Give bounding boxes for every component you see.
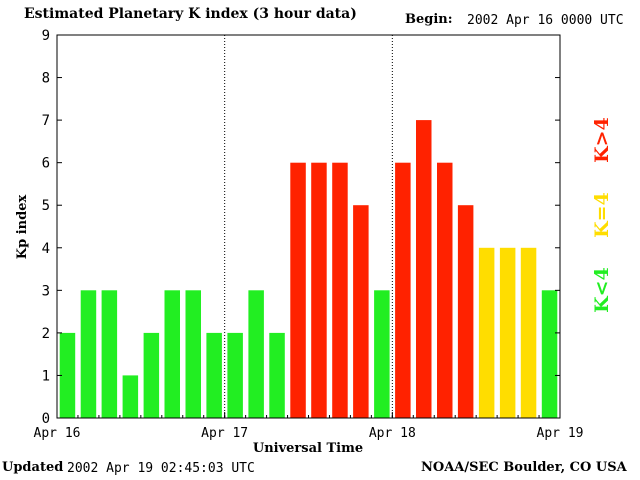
- kp-bar: [520, 247, 537, 418]
- x-tick-label: Apr 19: [537, 426, 584, 441]
- kp-bar: [101, 290, 118, 418]
- y-tick-label: 8: [42, 71, 50, 87]
- y-tick-label: 1: [42, 368, 50, 384]
- y-tick-label: 2: [42, 326, 50, 342]
- kp-bar: [437, 162, 453, 418]
- x-tick-label: Apr 16: [34, 426, 81, 441]
- y-tick-label: 0: [42, 411, 50, 427]
- y-tick-label: 7: [42, 113, 50, 129]
- kp-bar: [374, 290, 390, 418]
- kp-bar: [206, 332, 222, 418]
- y-axis-label: Kp index: [15, 195, 30, 260]
- updated-label: Updated: [2, 460, 64, 475]
- legend-entry: K>4: [591, 117, 613, 163]
- kp-bar: [185, 290, 201, 418]
- kp-bar: [332, 162, 348, 418]
- chart-title: Estimated Planetary K index (3 hour data…: [24, 6, 357, 22]
- kp-bar: [227, 332, 243, 418]
- kp-bar: [353, 205, 369, 418]
- kp-bar: [80, 290, 97, 418]
- day-separators: [224, 35, 393, 418]
- kp-bar: [290, 162, 306, 418]
- y-tick-label: 3: [42, 283, 50, 299]
- kp-bar: [457, 205, 474, 418]
- kp-bar: [143, 332, 160, 418]
- y-axis: 0 1 2 3 4 5 6 7 8 9: [42, 28, 560, 427]
- x-tick-label: Apr 17: [201, 426, 248, 441]
- kp-bar: [164, 290, 180, 418]
- y-tick-label: 9: [42, 28, 50, 44]
- updated-value: 2002 Apr 19 02:45:03 UTC: [67, 461, 255, 476]
- x-tick-label: Apr 18: [369, 426, 416, 441]
- kp-bar: [269, 332, 285, 418]
- kp-bar: [311, 162, 327, 418]
- begin-label: Begin:: [405, 12, 453, 27]
- x-axis: Apr 16 Apr 17 Apr 18 Apr 19: [34, 412, 584, 441]
- kp-bar: [59, 332, 76, 418]
- begin-value: 2002 Apr 16 0000 UTC: [467, 13, 624, 28]
- y-tick-label: 6: [42, 156, 50, 172]
- kp-bar: [478, 247, 495, 418]
- bars-group: [59, 120, 558, 418]
- y-tick-label: 4: [42, 241, 50, 257]
- x-axis-label: Universal Time: [253, 441, 363, 456]
- kp-bar: [499, 247, 516, 418]
- kp-bar: [248, 290, 264, 418]
- kp-bar: [395, 162, 411, 418]
- kp-bar: [416, 120, 432, 418]
- source-credit: NOAA/SEC Boulder, CO USA: [421, 460, 627, 475]
- y-tick-label: 5: [42, 198, 50, 214]
- legend-entry: K<4: [591, 267, 613, 313]
- kp-bar: [541, 290, 558, 418]
- legend-entry: K=4: [591, 192, 613, 238]
- kp-bar: [122, 375, 139, 418]
- legend: K<4 K=4 K>4: [591, 117, 613, 313]
